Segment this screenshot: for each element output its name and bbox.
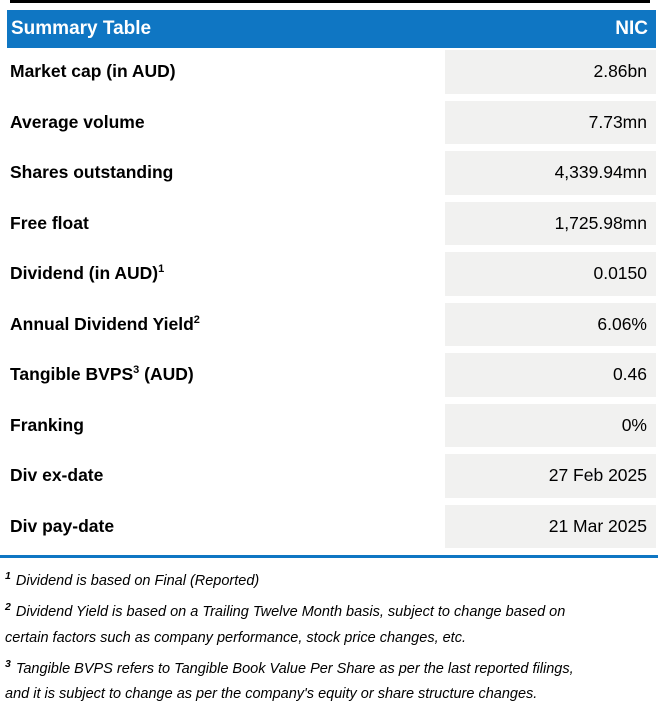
row-label-text: Annual Dividend Yield <box>10 313 194 334</box>
row-label: Div pay-date <box>0 505 445 549</box>
row-value: 0.0150 <box>445 252 656 296</box>
table-row-franking: Franking 0% <box>0 403 658 448</box>
row-label-sup: 3 <box>133 364 140 377</box>
row-label-text: Tangible BVPS <box>10 364 134 385</box>
row-label-sup: 2 <box>193 313 200 326</box>
ticker-symbol: NIC <box>615 18 648 39</box>
footnote-2: 2 Dividend Yield is based on a Trailing T… <box>5 594 650 625</box>
table-row-average-volume: Average volume 7.73mn <box>0 100 658 145</box>
table-row-free-float: Free float 1,725.98mn <box>0 201 658 246</box>
row-label: Shares outstanding <box>0 151 445 195</box>
row-label-text: Div pay-date <box>10 515 115 536</box>
row-label-text: Market cap (in AUD) <box>10 61 176 82</box>
row-value: 2.86bn <box>445 50 656 94</box>
footnote-3-continuation: and it is subject to change as per the c… <box>5 686 538 703</box>
row-label-sup: 1 <box>158 263 165 276</box>
row-label-text: Average volume <box>10 111 145 132</box>
row-value: 27 Feb 2025 <box>445 454 656 498</box>
footnote-2-text: Dividend Yield is based on a Trailing Tw… <box>15 603 566 620</box>
row-label-text: Div ex-date <box>10 465 104 486</box>
row-value: 0.46 <box>445 353 656 397</box>
row-value: 1,725.98mn <box>445 201 656 245</box>
row-label: Tangible BVPS3 (AUD) <box>0 353 445 397</box>
table-row-div-pay-date: Div pay-date 21 Mar 2025 <box>0 504 658 549</box>
row-value: 4,339.94mn <box>445 151 656 195</box>
row-value: 0% <box>445 403 656 447</box>
row-value: 7.73mn <box>445 100 656 144</box>
footnote-1-text: Dividend is based on Final (Reported) <box>15 572 260 589</box>
table-row-annual-dividend-yield: Annual Dividend Yield2 6.06% <box>0 302 658 347</box>
row-label: Free float <box>0 202 445 246</box>
footnote-3: 3 Tangible BVPS refers to Tangible Book V… <box>5 651 650 682</box>
row-label-text: Free float <box>10 212 89 233</box>
footnote-2-sup: 2 <box>5 600 11 613</box>
table-row-tangible-bvps: Tangible BVPS3 (AUD) 0.46 <box>0 353 658 397</box>
footnote-3-sup: 3 <box>5 657 11 670</box>
row-label: Div ex-date <box>0 454 445 498</box>
table-row-div-ex-date: Div ex-date 27 Feb 2025 <box>0 454 658 498</box>
row-label: Market cap (in AUD) <box>0 50 445 94</box>
table-row-shares-outstanding: Shares outstanding 4,339.94mn <box>0 151 658 195</box>
table-row-dividend: Dividend (in AUD)1 0.0150 <box>0 252 658 296</box>
table-row-market-cap: Market cap (in AUD) 2.86bn <box>0 50 658 94</box>
table-title: Summary Table <box>11 18 152 39</box>
footnote-1-sup: 1 <box>5 570 11 582</box>
row-label-text: Shares outstanding <box>10 162 174 183</box>
footnote-1: 1 Dividend is based on Final (Reported) <box>5 563 650 594</box>
row-label: Franking <box>0 404 445 448</box>
footnotes: 1 Dividend is based on Final (Reported) 2… <box>0 558 658 707</box>
row-label-suffix: (AUD) <box>139 364 194 385</box>
top-rule <box>10 0 650 3</box>
row-label-text: Franking <box>10 414 84 435</box>
footnote-3-text: Tangible BVPS refers to Tangible Book Va… <box>15 660 574 677</box>
footnote-2-continuation: certain factors such as company performa… <box>5 629 466 646</box>
footer-divider <box>0 555 658 558</box>
row-value: 21 Mar 2025 <box>445 504 656 548</box>
summary-rows: Market cap (in AUD) 2.86bn Average volum… <box>0 50 658 548</box>
row-label: Average volume <box>0 101 445 145</box>
row-label: Annual Dividend Yield2 <box>0 303 445 347</box>
row-label-text: Dividend (in AUD) <box>10 263 159 284</box>
summary-table-header: Summary Table NIC <box>7 10 656 48</box>
row-label: Dividend (in AUD)1 <box>0 252 445 296</box>
row-value: 6.06% <box>445 302 656 346</box>
